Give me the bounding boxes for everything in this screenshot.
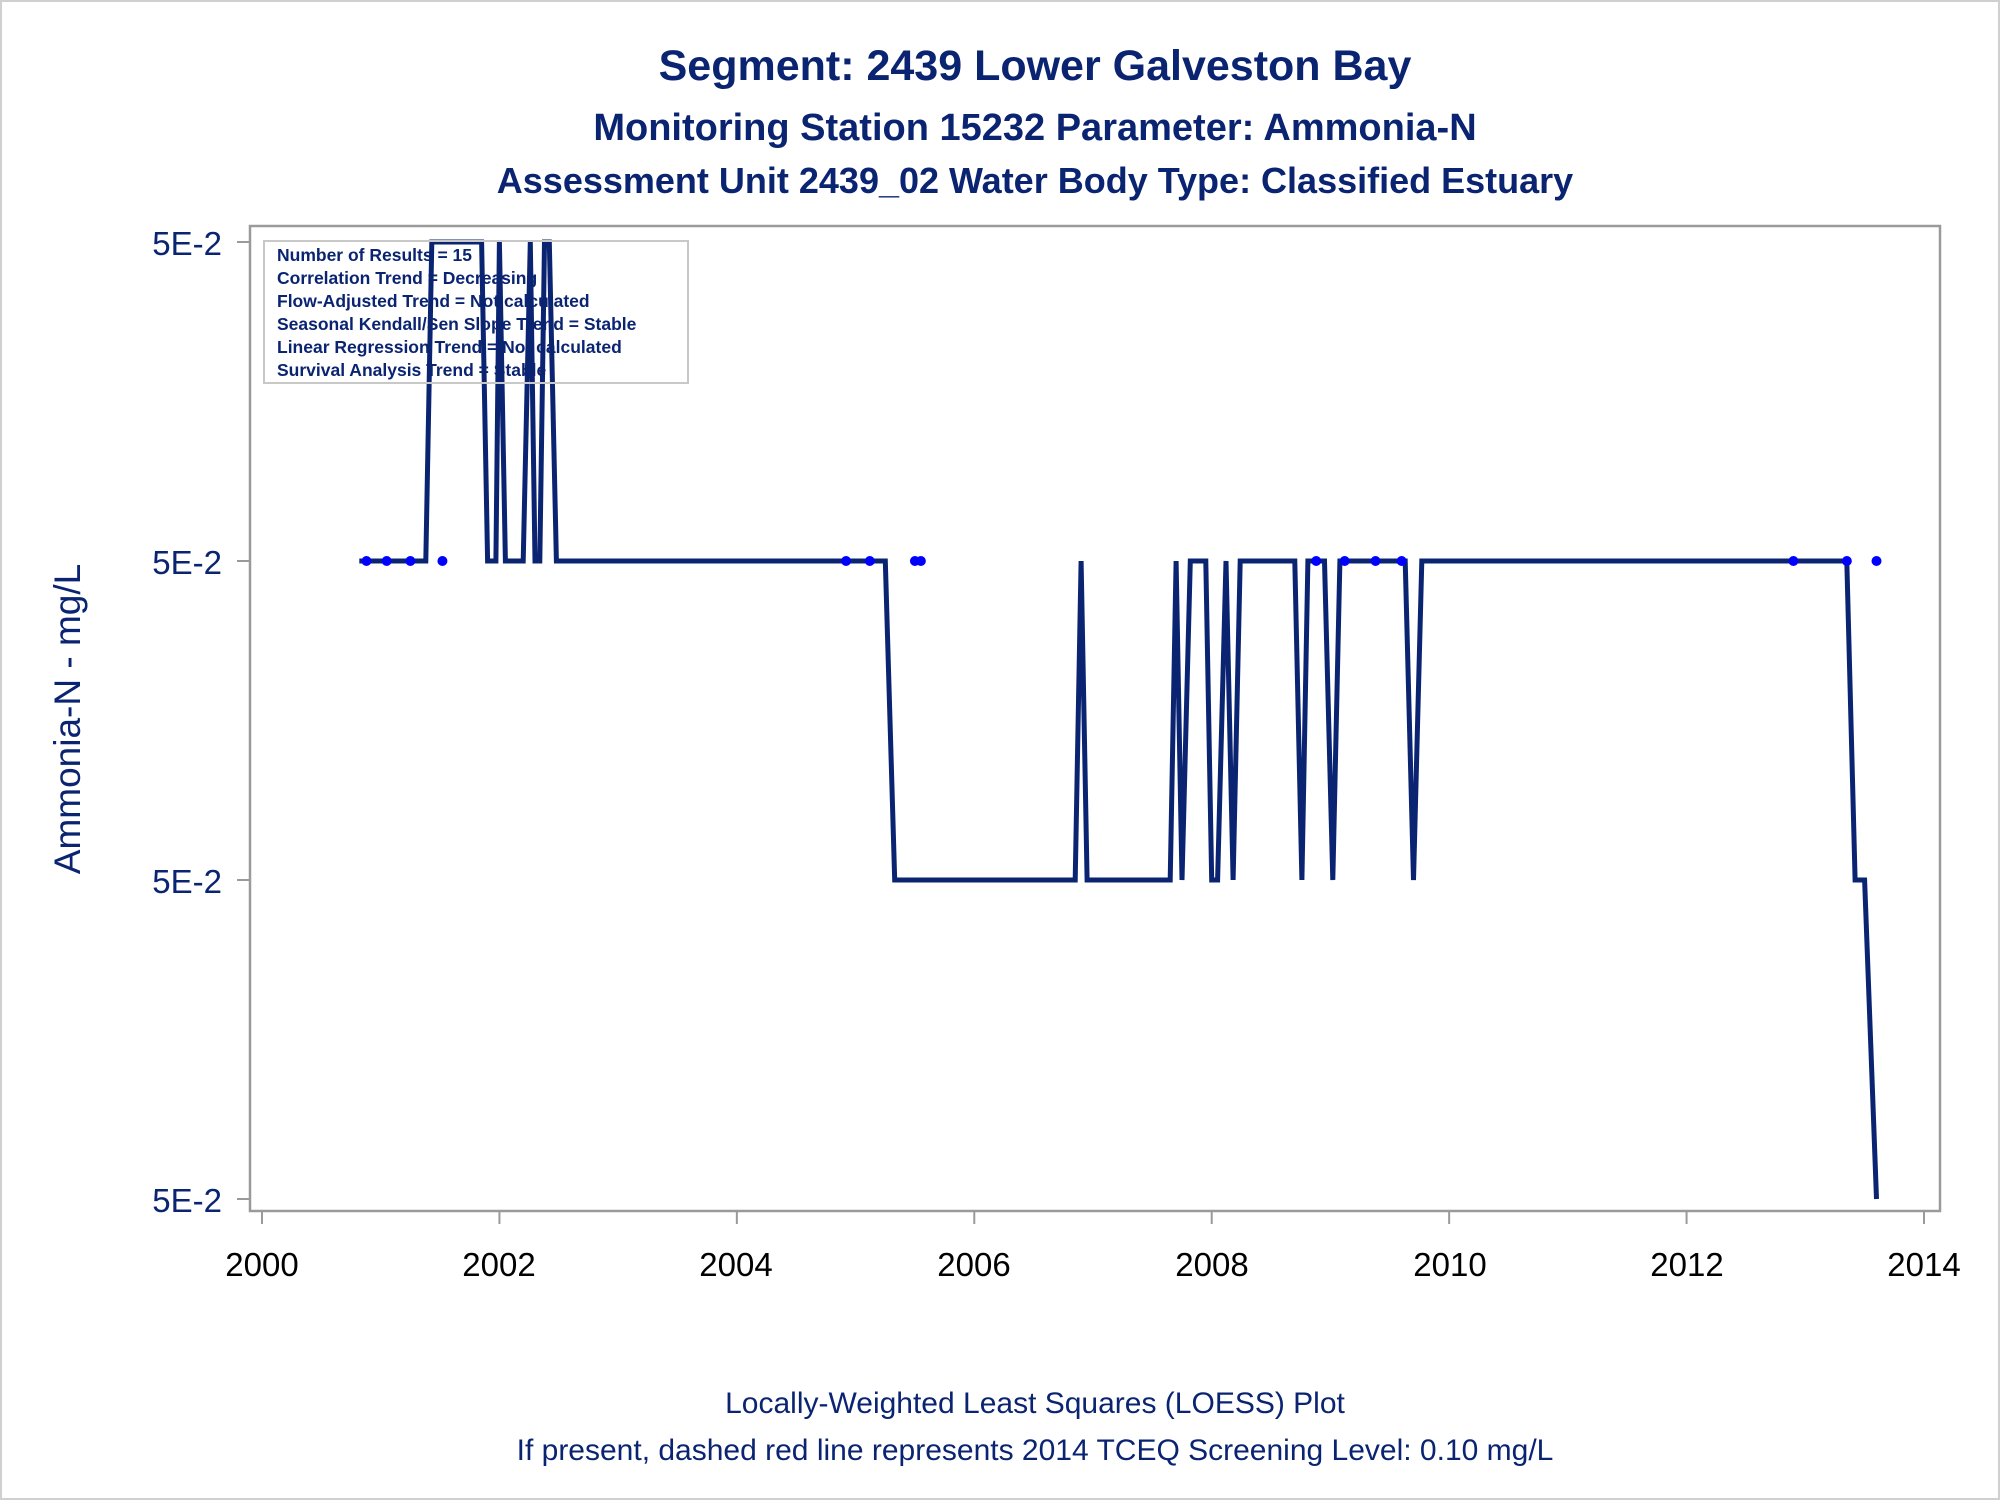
stats-line: Flow-Adjusted Trend = Not calculated — [277, 291, 590, 311]
footnote-method: Locally-Weighted Least Squares (LOESS) P… — [725, 1387, 1345, 1420]
stats-line: Seasonal Kendall/Sen Slope Trend = Stabl… — [277, 314, 637, 334]
y-axis-label: Ammonia-N - mg/L — [47, 564, 88, 874]
data-point — [1841, 556, 1852, 566]
stats-inset-frame — [263, 240, 689, 384]
y-tick-label: 5E-2 — [152, 1182, 222, 1219]
data-point — [915, 556, 926, 566]
x-tick-label: 2008 — [1175, 1246, 1248, 1283]
x-tick-label: 2004 — [699, 1246, 772, 1283]
y-tick-label: 5E-2 — [152, 544, 222, 581]
chart-title: Segment: 2439 Lower Galveston Bay — [659, 42, 1412, 90]
data-point — [405, 556, 416, 566]
stats-line: Number of Results = 15 — [277, 245, 472, 265]
x-tick-label: 2000 — [225, 1246, 298, 1283]
loess-series-line — [359, 239, 1879, 1200]
data-point — [1339, 556, 1350, 566]
stats-line: Correlation Trend = Decreasing — [277, 268, 537, 288]
chart-subtitle-2: Assessment Unit 2439_02 Water Body Type:… — [497, 160, 1573, 201]
x-tick-label: 2002 — [462, 1246, 535, 1283]
stats-line: Linear Regression Trend = Not calculated — [277, 337, 622, 357]
data-point — [1311, 556, 1322, 566]
data-point — [1370, 556, 1381, 566]
data-point — [1788, 556, 1799, 566]
x-tick-label: 2014 — [1887, 1246, 1960, 1283]
tick-marks — [237, 241, 1925, 1224]
data-point — [361, 556, 372, 566]
data-point — [381, 556, 392, 566]
data-point — [1396, 556, 1407, 566]
points-layer — [361, 556, 1882, 566]
plot-frame — [248, 224, 1942, 1213]
stats-line: Survival Analysis Trend = Stable — [277, 360, 547, 380]
chart-subtitle: Monitoring Station 15232 Parameter: Ammo… — [593, 107, 1476, 149]
x-ticks: 2000 2002 2004 2006 2008 2010 2012 2014 — [225, 1246, 1960, 1283]
data-point — [864, 556, 875, 566]
y-tick-label: 5E-2 — [152, 225, 222, 262]
data-point — [1871, 556, 1882, 566]
stats-inset: Number of Results = 15 Correlation Trend… — [263, 240, 689, 384]
x-tick-label: 2012 — [1650, 1246, 1723, 1283]
data-point — [437, 556, 448, 566]
y-ticks: 5E-2 5E-2 5E-2 5E-2 — [152, 225, 222, 1219]
y-tick-label: 5E-2 — [152, 863, 222, 900]
x-tick-label: 2010 — [1413, 1246, 1486, 1283]
x-tick-label: 2006 — [937, 1246, 1010, 1283]
series-layer — [359, 239, 1879, 1200]
data-point — [841, 556, 852, 566]
footnote-screening-level: If present, dashed red line represents 2… — [517, 1434, 1554, 1467]
